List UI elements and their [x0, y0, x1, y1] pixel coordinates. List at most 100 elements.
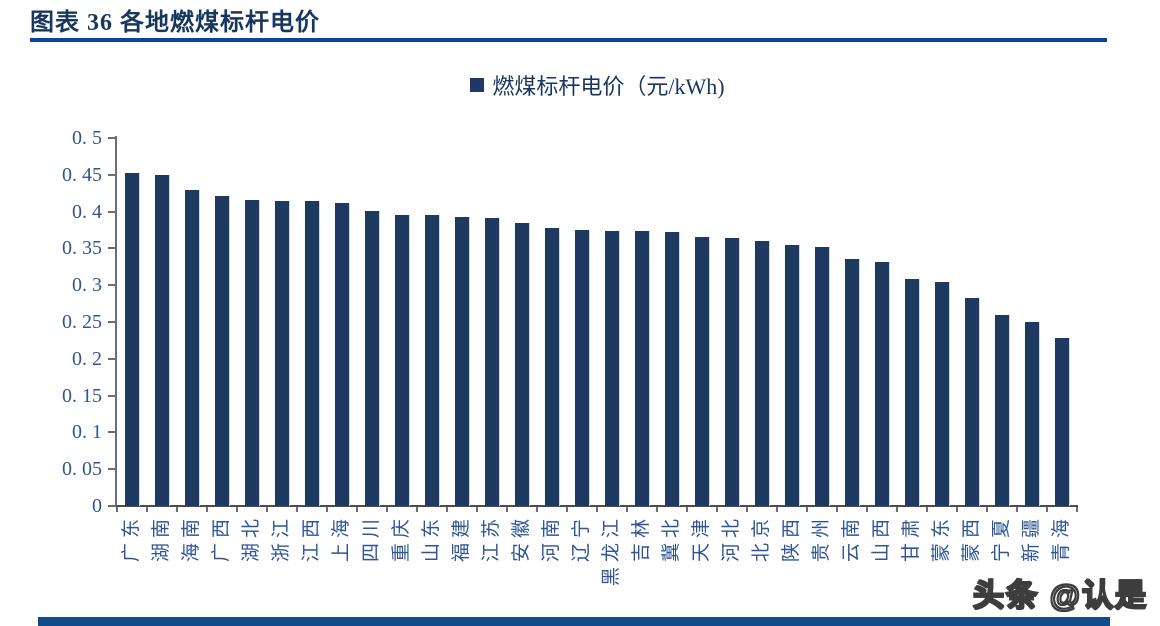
bar [365, 211, 379, 506]
x-axis-tick [446, 507, 448, 512]
x-category-label: 山西 [871, 514, 892, 563]
bar [425, 215, 439, 506]
x-category-label: 河南 [541, 514, 562, 563]
bar [695, 237, 709, 506]
x-category-label: 河北 [721, 514, 742, 563]
x-axis-tick [326, 507, 328, 512]
bar [665, 232, 679, 506]
bar [335, 203, 349, 506]
x-axis-tick [386, 507, 388, 512]
bar [305, 201, 319, 506]
y-axis-tick [108, 137, 116, 139]
bar [755, 241, 769, 506]
bar [845, 259, 859, 506]
x-axis-tick [896, 507, 898, 512]
x-category-label: 浙江 [271, 514, 292, 563]
x-axis-tick [866, 507, 868, 512]
x-axis-tick [746, 507, 748, 512]
x-axis-tick [566, 507, 568, 512]
y-axis-tick [108, 321, 116, 323]
x-axis-tick [116, 507, 118, 512]
x-category-label: 吉林 [631, 514, 652, 563]
bar [725, 238, 739, 506]
x-category-label: 冀北 [661, 514, 682, 563]
y-axis-tick [108, 357, 116, 360]
x-axis-tick [1046, 507, 1048, 512]
figure-title: 图表 36 各地燃煤标杆电价 [30, 10, 320, 36]
x-category-label: 蒙东 [931, 514, 952, 563]
x-category-label: 江西 [301, 514, 322, 563]
x-category-label: 黑龙江 [601, 514, 622, 587]
bar [155, 175, 169, 506]
y-axis-tick [108, 210, 116, 213]
bar [545, 228, 559, 506]
y-axis-tick [108, 505, 116, 507]
x-axis-tick [956, 507, 958, 512]
x-axis-tick [1016, 507, 1018, 512]
y-tick-label: 0. 05 [62, 458, 102, 481]
legend-label: 燃煤标杆电价（元/kWh) [492, 74, 725, 99]
x-axis-tick [1076, 507, 1078, 512]
x-axis-tick [296, 507, 298, 512]
x-category-label: 海南 [181, 514, 202, 563]
bar [905, 279, 919, 506]
y-tick-label: 0. 35 [62, 237, 102, 260]
x-category-label: 重庆 [391, 514, 412, 563]
x-axis [111, 505, 1078, 507]
y-axis [115, 136, 117, 506]
bar [1055, 338, 1069, 506]
y-axis-tick [108, 284, 116, 287]
x-axis-tick [236, 507, 238, 512]
x-category-label: 陕西 [781, 514, 802, 563]
x-axis-tick [806, 507, 808, 512]
x-axis-tick [776, 507, 778, 512]
watermark: 头条 @认是 [972, 577, 1148, 614]
bar [605, 231, 619, 506]
x-axis-tick [626, 507, 628, 512]
bar [455, 217, 469, 506]
y-tick-label: 0. 1 [72, 421, 102, 444]
y-axis-tick [108, 173, 116, 176]
x-axis-tick [836, 507, 838, 512]
bar [965, 298, 979, 506]
x-category-label: 福建 [451, 514, 472, 563]
x-category-label: 湖北 [241, 514, 262, 563]
x-category-label: 上海 [331, 514, 352, 563]
bar [635, 231, 649, 506]
x-axis-tick [266, 507, 268, 512]
y-tick-label: 0. 4 [72, 200, 102, 223]
x-axis-tick [146, 507, 148, 512]
x-axis-tick [656, 507, 658, 512]
y-axis-tick [108, 468, 116, 471]
bar [785, 245, 799, 506]
bar [395, 215, 409, 506]
bar [815, 247, 829, 506]
x-category-label: 广西 [211, 514, 232, 563]
bar [215, 196, 229, 506]
bar [875, 262, 889, 506]
y-tick-label: 0. 15 [62, 384, 102, 407]
x-category-label: 北京 [751, 514, 772, 563]
y-axis-tick [108, 247, 116, 250]
bar [575, 230, 589, 506]
x-axis-tick [596, 507, 598, 512]
x-axis-tick [356, 507, 358, 512]
x-axis-tick [716, 507, 718, 512]
bottom-bar [38, 617, 1110, 626]
y-axis-tick [108, 431, 116, 434]
bar [185, 190, 199, 506]
y-tick-label: 0. 5 [72, 127, 102, 149]
x-category-label: 云南 [841, 514, 862, 563]
x-category-label: 四川 [361, 514, 382, 563]
bar [935, 282, 949, 506]
y-axis-tick [108, 394, 116, 397]
x-category-label: 广东 [121, 514, 142, 563]
x-axis-tick [686, 507, 688, 512]
x-category-label: 辽宁 [571, 514, 592, 563]
x-category-label: 江苏 [481, 514, 502, 563]
bar [485, 218, 499, 506]
x-axis-tick [926, 507, 928, 512]
x-category-label: 湖南 [151, 514, 172, 563]
